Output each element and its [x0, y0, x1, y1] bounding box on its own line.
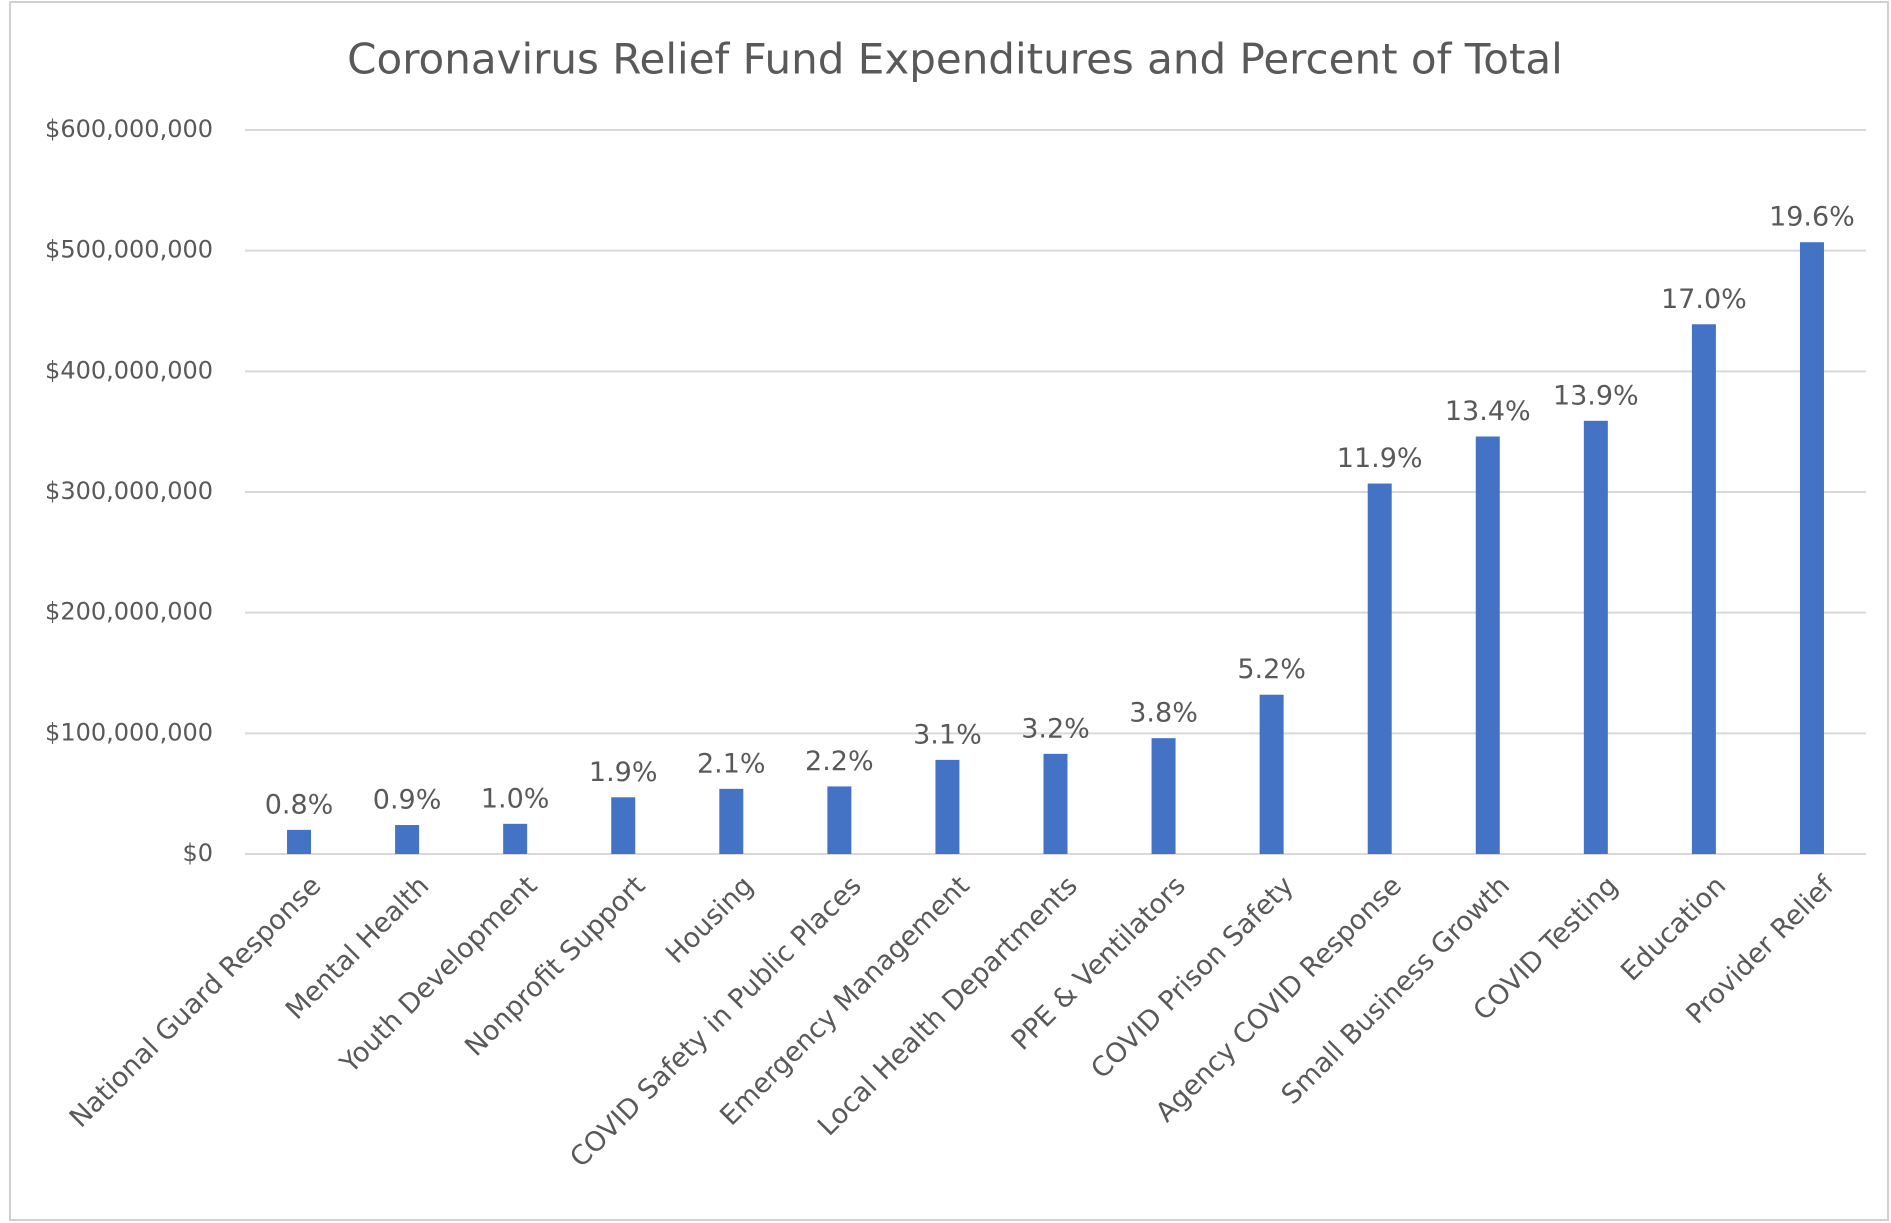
bar: [287, 829, 312, 854]
data-label: 3.1%: [913, 719, 982, 750]
data-label: 2.1%: [697, 748, 766, 779]
bar: [395, 825, 420, 854]
bar: [1367, 483, 1392, 854]
y-tick-label: $300,000,000: [45, 477, 213, 505]
chart-title: Coronavirus Relief Fund Expenditures and…: [347, 35, 1563, 84]
y-tick-label: $100,000,000: [45, 718, 213, 746]
data-label: 2.2%: [805, 746, 874, 777]
data-label: 1.9%: [589, 757, 658, 788]
bar: [1691, 324, 1716, 855]
bar: [503, 823, 528, 854]
data-label: 5.2%: [1237, 654, 1306, 685]
y-tick-label: $500,000,000: [45, 236, 213, 264]
y-tick-label: $0: [182, 839, 213, 867]
data-label: 11.9%: [1337, 443, 1423, 474]
chart-frame: [9, 1, 1889, 1221]
data-label: 17.0%: [1661, 284, 1747, 315]
data-label: 0.8%: [265, 789, 334, 820]
bar: [719, 788, 744, 854]
data-label: 0.9%: [373, 785, 442, 816]
data-label: 13.4%: [1445, 396, 1531, 427]
bar: [1583, 420, 1608, 854]
y-tick-label: $400,000,000: [45, 356, 213, 384]
bar: [1151, 738, 1176, 854]
y-tick-label: $200,000,000: [45, 598, 213, 626]
data-label: 1.0%: [481, 783, 550, 814]
bar: [1043, 753, 1068, 854]
bar: [611, 797, 636, 854]
bar: [827, 786, 852, 854]
data-label: 3.2%: [1021, 713, 1090, 744]
bar: [1799, 242, 1824, 855]
bar: [935, 759, 960, 854]
bar: [1259, 694, 1284, 854]
bar: [1475, 436, 1500, 854]
data-label: 3.8%: [1129, 698, 1198, 729]
data-label: 13.9%: [1553, 380, 1639, 411]
y-tick-label: $600,000,000: [45, 115, 213, 143]
data-label: 19.6%: [1769, 202, 1855, 233]
